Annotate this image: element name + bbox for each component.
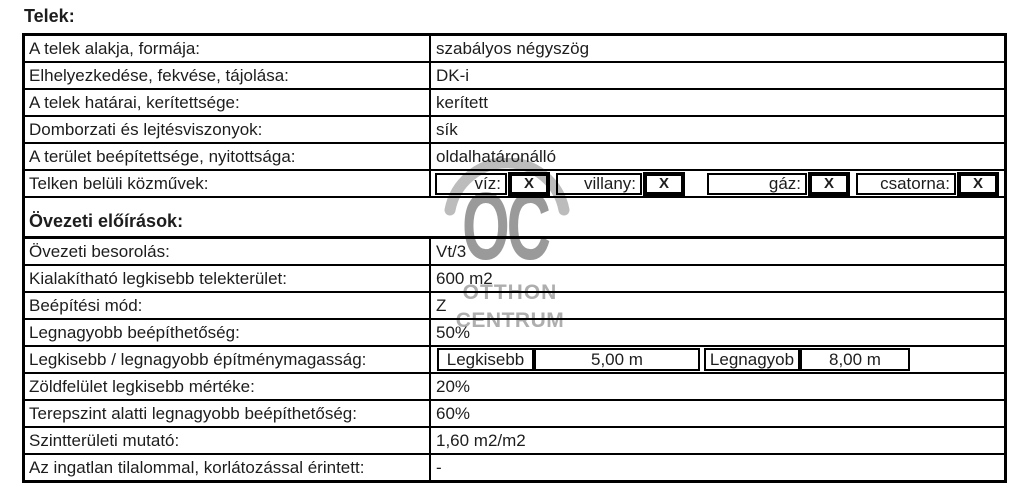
- table-row: A telek határai, kerítettsége: kerített: [25, 90, 1004, 117]
- row-label: Telken belüli közművek:: [25, 171, 431, 196]
- table-row: Szintterületi mutató: 1,60 m2/m2: [25, 428, 1004, 455]
- checkbox-gaz: X: [808, 171, 850, 196]
- row-value: 1,60 m2/m2: [436, 430, 526, 450]
- utility-label-villany: villany:: [556, 172, 642, 195]
- row-value: -: [436, 457, 442, 477]
- plot-data-table: A telek alakja, formája: szabályos négys…: [22, 33, 1007, 483]
- height-min-value: 5,00 m: [534, 348, 700, 371]
- page-title: Telek:: [24, 6, 75, 26]
- table-row: Beépítési mód: Z: [25, 293, 1004, 320]
- table-row: Zöldfelület legkisebb mértéke: 20%: [25, 374, 1004, 401]
- utility-label-viz: víz:: [435, 172, 507, 195]
- row-label: Kialakítható legkisebb telekterület:: [25, 266, 431, 291]
- utility-label-csatorna: csatorna:: [856, 172, 956, 195]
- section-title-ovezeti-eloirasok: Övezeti előírások:: [25, 198, 1004, 239]
- height-max-label: Legnagyob: [704, 348, 800, 371]
- row-label: Övezeti besorolás:: [25, 239, 431, 264]
- checkbox-csatorna: X: [957, 171, 999, 196]
- row-label: A telek alakja, formája:: [25, 36, 431, 61]
- table-row: Az ingatlan tilalommal, korlátozással ér…: [25, 455, 1004, 480]
- table-row: Övezeti besorolás: Vt/3: [25, 239, 1004, 266]
- row-value: kerített: [436, 92, 488, 112]
- utilities-cells: víz: X villany: X gáz: X csatorna: X: [431, 171, 1004, 196]
- checkbox-villany: X: [643, 171, 685, 196]
- row-label: Beépítési mód:: [25, 293, 431, 318]
- table-row: A telek alakja, formája: szabályos négys…: [25, 36, 1004, 63]
- row-value: DK-i: [436, 65, 470, 85]
- row-label: Legkisebb / legnagyobb építménymagasság:: [25, 347, 431, 372]
- row-value: 50%: [436, 322, 471, 342]
- row-value: szabályos négyszög: [436, 38, 590, 58]
- utility-label-gaz: gáz:: [707, 172, 807, 195]
- row-value: Vt/3: [436, 241, 467, 261]
- row-label: A telek határai, kerítettsége:: [25, 90, 431, 115]
- building-height-row: Legkisebb / legnagyobb építménymagasság:…: [25, 347, 1004, 374]
- table-row: Elhelyezkedése, fekvése, tájolása: DK-i: [25, 63, 1004, 90]
- row-value: sík: [436, 119, 458, 139]
- watermark-dome-arc-icon: [444, 158, 570, 216]
- row-value: 600 m2: [436, 268, 493, 288]
- building-height-cells: Legkisebb 5,00 m Legnagyob 8,00 m: [431, 347, 1004, 372]
- checkbox-viz: X: [508, 171, 550, 196]
- table-row: Kialakítható legkisebb telekterület: 600…: [25, 266, 1004, 293]
- row-value: 20%: [436, 376, 471, 396]
- row-label: Elhelyezkedése, fekvése, tájolása:: [25, 63, 431, 88]
- table-row: Terepszint alatti legnagyobb beépíthetős…: [25, 401, 1004, 428]
- row-value: oldalhatáronálló: [436, 146, 557, 166]
- row-label: Domborzati és lejtésviszonyok:: [25, 117, 431, 142]
- table-row: Legnagyobb beépíthetőség: 50%: [25, 320, 1004, 347]
- watermark-centrum-text: CENTRUM: [455, 309, 565, 332]
- utilities-row: Telken belüli közművek: víz: X villany: …: [25, 171, 1004, 198]
- row-label: Zöldfelület legkisebb mértéke:: [25, 374, 431, 399]
- row-label: Az ingatlan tilalommal, korlátozással ér…: [25, 455, 431, 480]
- table-row: A terület beépítettsége, nyitottsága: ol…: [25, 144, 1004, 171]
- height-max-value: 8,00 m: [800, 348, 910, 371]
- row-label: Legnagyobb beépíthetőség:: [25, 320, 431, 345]
- table-row: Domborzati és lejtésviszonyok: sík: [25, 117, 1004, 144]
- height-min-label: Legkisebb: [437, 348, 534, 371]
- row-value: 60%: [436, 403, 471, 423]
- row-label: Terepszint alatti legnagyobb beépíthetős…: [25, 401, 431, 426]
- row-label: A terület beépítettsége, nyitottsága:: [25, 144, 431, 169]
- row-value: Z: [436, 295, 447, 315]
- row-label: Szintterületi mutató:: [25, 428, 431, 453]
